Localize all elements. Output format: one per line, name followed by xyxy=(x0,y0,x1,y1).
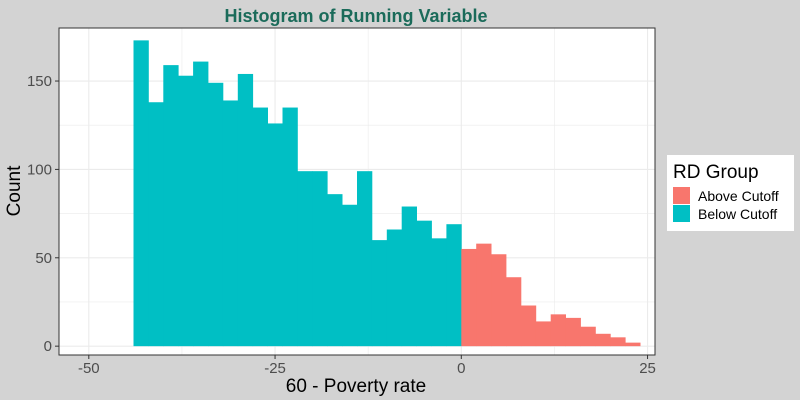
legend-key-above-cutoff xyxy=(673,187,690,204)
bar-below-cutoff xyxy=(237,73,254,347)
bar-above-cutoff xyxy=(506,277,522,347)
bar-above-cutoff xyxy=(625,342,641,347)
legend-label-below-cutoff: Below Cutoff xyxy=(698,206,777,222)
bar-above-cutoff xyxy=(565,317,581,347)
x-axis-title: 60 - Poverty rate xyxy=(286,376,426,397)
bar-below-cutoff xyxy=(371,240,388,347)
bar-above-cutoff xyxy=(550,314,566,347)
y-tick-label: 150 xyxy=(27,73,52,90)
bar-above-cutoff xyxy=(535,321,552,347)
bar-below-cutoff xyxy=(327,194,343,347)
bar-below-cutoff xyxy=(282,107,298,347)
bar-below-cutoff xyxy=(208,82,224,347)
y-tick-label: 0 xyxy=(44,338,52,355)
bar-below-cutoff xyxy=(222,100,239,347)
x-tick-label: 0 xyxy=(457,360,465,377)
x-tick-label: -25 xyxy=(264,360,286,377)
histogram-bars xyxy=(133,40,641,347)
legend-label-above-cutoff: Above Cutoff xyxy=(698,188,779,204)
y-axis-title: Count xyxy=(4,165,25,216)
bar-below-cutoff xyxy=(431,238,447,347)
bar-above-cutoff xyxy=(491,254,507,347)
bar-above-cutoff xyxy=(595,333,611,347)
bar-above-cutoff xyxy=(580,326,596,347)
bar-below-cutoff xyxy=(148,102,164,347)
x-tick-label: -50 xyxy=(78,360,100,377)
legend-key-below-cutoff xyxy=(673,205,690,222)
bar-above-cutoff xyxy=(520,305,537,347)
legend: RD Group Above Cutoff Below Cutoff xyxy=(667,155,794,231)
bar-below-cutoff xyxy=(297,171,313,347)
bar-above-cutoff xyxy=(610,337,626,347)
bar-below-cutoff xyxy=(446,224,462,347)
plot-panel-border xyxy=(58,27,656,356)
bar-below-cutoff xyxy=(252,107,268,347)
bar-below-cutoff xyxy=(267,123,283,347)
bar-below-cutoff xyxy=(386,229,403,347)
bar-below-cutoff xyxy=(163,65,179,347)
bar-below-cutoff xyxy=(312,171,328,347)
bar-above-cutoff xyxy=(476,243,492,347)
y-tick-label: 100 xyxy=(27,161,52,178)
bar-above-cutoff xyxy=(461,248,477,347)
axis-ticks: -50 -25 0 25 0 50 100 150 xyxy=(27,73,656,377)
x-tick-label: 25 xyxy=(639,360,656,377)
legend-title: RD Group xyxy=(673,162,759,183)
bar-below-cutoff xyxy=(342,204,358,347)
chart-title: Histogram of Running Variable xyxy=(224,6,487,26)
bar-below-cutoff xyxy=(357,171,373,347)
bar-below-cutoff xyxy=(401,206,417,347)
bar-below-cutoff xyxy=(133,40,149,347)
bar-below-cutoff xyxy=(416,220,432,347)
bar-below-cutoff xyxy=(178,75,194,347)
bar-below-cutoff xyxy=(193,61,209,347)
y-tick-label: 50 xyxy=(35,250,52,267)
